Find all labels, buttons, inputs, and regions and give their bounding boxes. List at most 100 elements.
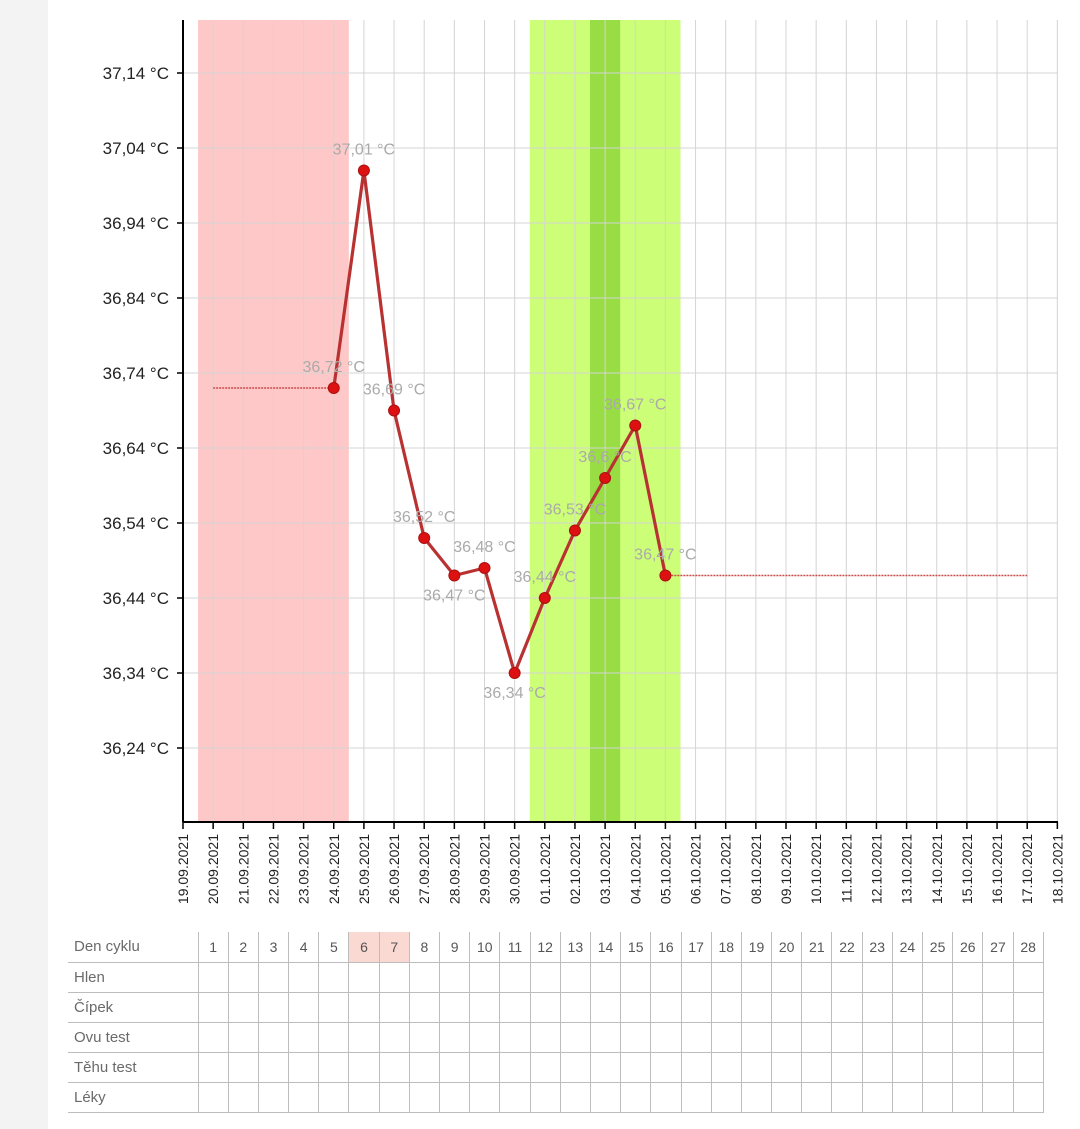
table-cell[interactable] <box>408 991 441 1023</box>
table-cell[interactable] <box>438 961 471 993</box>
table-cell[interactable] <box>529 961 561 993</box>
table-cell[interactable] <box>589 1051 622 1083</box>
table-cell[interactable] <box>710 1021 742 1053</box>
table-cell[interactable] <box>982 1081 1014 1113</box>
table-cell[interactable] <box>499 991 531 1023</box>
table-cell[interactable] <box>257 1081 290 1113</box>
table-cell[interactable] <box>801 991 833 1023</box>
table-cell[interactable] <box>197 1081 229 1113</box>
table-cell[interactable] <box>257 1021 290 1053</box>
table-cell[interactable] <box>469 1081 501 1113</box>
table-cell[interactable] <box>650 961 682 993</box>
table-cell[interactable] <box>952 961 984 993</box>
table-cell[interactable] <box>288 961 320 993</box>
table-cell[interactable] <box>861 1081 893 1113</box>
table-cell[interactable] <box>378 961 410 993</box>
table-cell[interactable] <box>589 1081 622 1113</box>
table-cell[interactable] <box>378 991 410 1023</box>
table-cell[interactable] <box>801 1051 833 1083</box>
table-cell[interactable] <box>197 991 229 1023</box>
table-cell[interactable] <box>831 1021 863 1053</box>
table-cell[interactable] <box>559 961 591 993</box>
table-cell[interactable] <box>771 991 803 1023</box>
table-cell[interactable] <box>1012 1051 1044 1083</box>
table-cell[interactable] <box>831 991 863 1023</box>
table-cell[interactable] <box>469 961 501 993</box>
table-cell[interactable] <box>982 991 1014 1023</box>
table-cell[interactable] <box>891 1021 924 1053</box>
table-cell[interactable] <box>771 1051 803 1083</box>
table-cell[interactable] <box>982 1021 1014 1053</box>
table-cell[interactable] <box>801 1021 833 1053</box>
table-cell[interactable] <box>1012 1081 1044 1113</box>
table-cell[interactable] <box>408 961 441 993</box>
table-cell[interactable] <box>861 991 893 1023</box>
table-cell[interactable] <box>710 961 742 993</box>
table-cell[interactable] <box>620 991 652 1023</box>
table-cell[interactable] <box>982 1051 1014 1083</box>
table-cell[interactable] <box>891 991 924 1023</box>
table-cell[interactable] <box>589 991 622 1023</box>
table-cell[interactable] <box>499 961 531 993</box>
table-cell[interactable] <box>529 991 561 1023</box>
table-cell[interactable] <box>348 991 380 1023</box>
table-cell[interactable] <box>921 991 954 1023</box>
table-cell[interactable] <box>348 1051 380 1083</box>
table-cell[interactable] <box>469 991 501 1023</box>
table-cell[interactable] <box>680 1021 712 1053</box>
table-cell[interactable] <box>559 1051 591 1083</box>
table-cell[interactable] <box>257 991 290 1023</box>
table-cell[interactable] <box>861 961 893 993</box>
table-cell[interactable] <box>680 1051 712 1083</box>
table-cell[interactable] <box>921 1081 954 1113</box>
table-cell[interactable] <box>589 961 622 993</box>
table-cell[interactable] <box>921 1021 954 1053</box>
table-cell[interactable] <box>378 1051 410 1083</box>
table-cell[interactable] <box>438 1051 471 1083</box>
table-cell[interactable] <box>318 991 350 1023</box>
table-cell[interactable] <box>952 1021 984 1053</box>
table-cell[interactable] <box>499 1021 531 1053</box>
table-cell[interactable] <box>348 1021 380 1053</box>
table-cell[interactable] <box>650 991 682 1023</box>
table-cell[interactable] <box>559 1081 591 1113</box>
table-cell[interactable] <box>499 1051 531 1083</box>
table-cell[interactable] <box>438 991 471 1023</box>
table-cell[interactable] <box>740 991 773 1023</box>
table-cell[interactable] <box>1012 961 1044 993</box>
table-cell[interactable] <box>861 1021 893 1053</box>
table-cell[interactable] <box>620 1021 652 1053</box>
table-cell[interactable] <box>710 991 742 1023</box>
table-cell[interactable] <box>831 1051 863 1083</box>
table-cell[interactable] <box>1012 991 1044 1023</box>
table-cell[interactable] <box>227 1081 259 1113</box>
table-cell[interactable] <box>288 1021 320 1053</box>
table-cell[interactable] <box>801 961 833 993</box>
table-cell[interactable] <box>197 1051 229 1083</box>
table-cell[interactable] <box>408 1021 441 1053</box>
table-cell[interactable] <box>650 1081 682 1113</box>
table-cell[interactable] <box>348 961 380 993</box>
table-cell[interactable] <box>529 1021 561 1053</box>
table-cell[interactable] <box>318 1051 350 1083</box>
table-cell[interactable] <box>952 991 984 1023</box>
table-cell[interactable] <box>227 1021 259 1053</box>
table-cell[interactable] <box>680 961 712 993</box>
table-cell[interactable] <box>378 1081 410 1113</box>
table-cell[interactable] <box>559 991 591 1023</box>
table-cell[interactable] <box>710 1051 742 1083</box>
table-cell[interactable] <box>408 1081 441 1113</box>
table-cell[interactable] <box>620 1051 652 1083</box>
table-cell[interactable] <box>831 961 863 993</box>
table-cell[interactable] <box>469 1051 501 1083</box>
table-cell[interactable] <box>921 961 954 993</box>
table-cell[interactable] <box>227 961 259 993</box>
table-cell[interactable] <box>378 1021 410 1053</box>
table-cell[interactable] <box>348 1081 380 1113</box>
table-cell[interactable] <box>288 1081 320 1113</box>
table-cell[interactable] <box>227 991 259 1023</box>
table-cell[interactable] <box>771 1021 803 1053</box>
table-cell[interactable] <box>499 1081 531 1113</box>
table-cell[interactable] <box>197 1021 229 1053</box>
table-cell[interactable] <box>318 1021 350 1053</box>
